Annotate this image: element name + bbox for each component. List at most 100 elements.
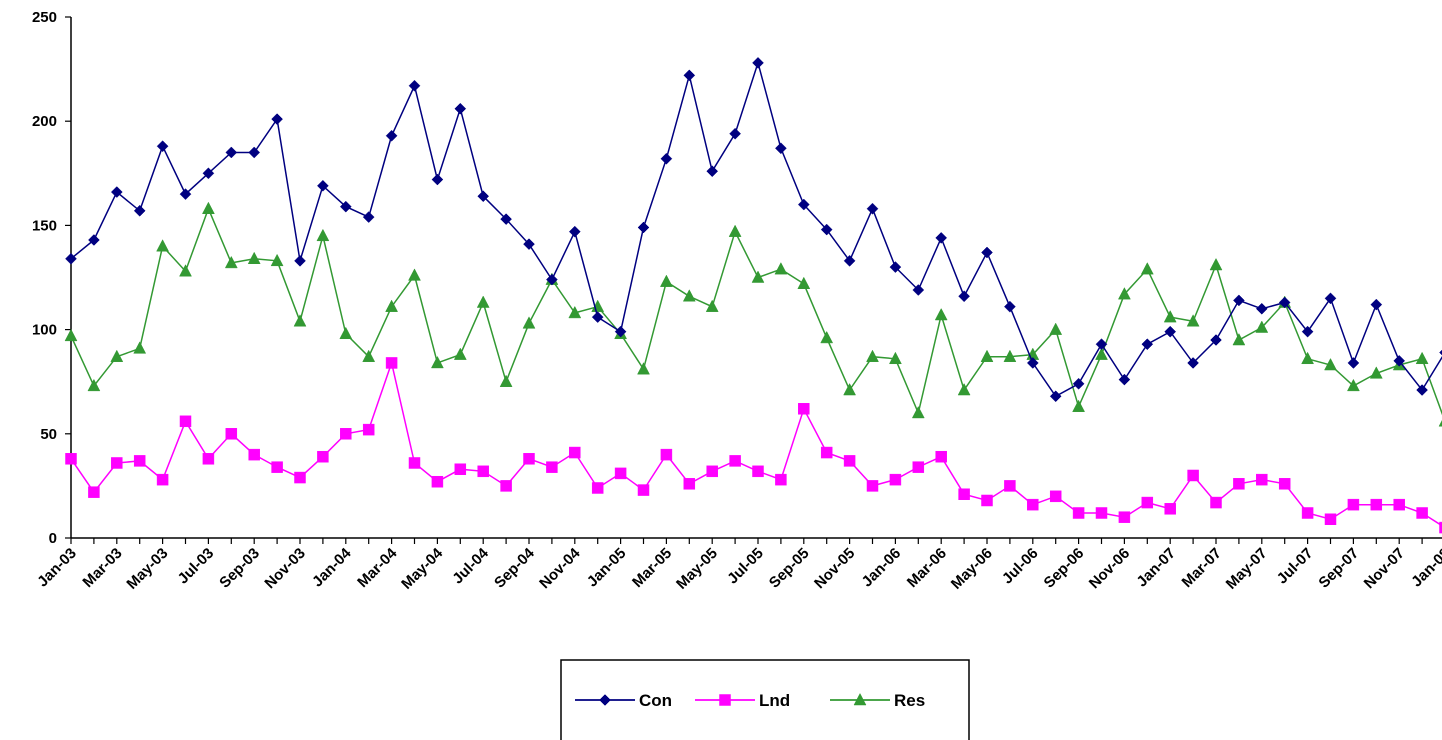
data-point-lnd (1233, 478, 1245, 490)
data-point-res (385, 299, 399, 312)
data-point-res (820, 330, 834, 344)
x-tick-label: May-07 (1223, 545, 1271, 593)
data-point-con (546, 273, 558, 286)
data-point-con (1164, 325, 1177, 338)
x-tick-label: Mar-04 (354, 544, 401, 591)
data-point-lnd (798, 403, 810, 415)
y-tick-label: 50 (40, 426, 57, 443)
x-tick-label: Nov-07 (1361, 545, 1408, 592)
data-point-con (156, 140, 169, 153)
data-point-lnd (775, 473, 787, 486)
data-point-res (1346, 378, 1360, 392)
series-line-lnd (70, 360, 1442, 527)
series-line-res (70, 206, 1442, 416)
x-tick-label: Jul-03 (175, 545, 218, 588)
x-tick-label: Nov-04 (536, 544, 584, 592)
data-point-res (797, 276, 811, 290)
legend-label-lnd: Lnd (759, 691, 790, 710)
data-point-con (202, 167, 215, 180)
data-point-lnd (477, 465, 489, 478)
data-point-con (1255, 302, 1268, 315)
data-point-con (431, 173, 444, 186)
x-tick-label: Jul-06 (999, 545, 1042, 588)
data-point-lnd (752, 465, 764, 478)
data-point-con (500, 213, 512, 226)
data-point-lnd (271, 461, 283, 473)
data-point-res (316, 228, 330, 242)
data-point-con (889, 261, 902, 273)
data-point-lnd (1004, 480, 1016, 492)
data-point-lnd (569, 446, 581, 459)
data-point-res (1301, 351, 1315, 365)
data-point-con (1370, 298, 1383, 311)
legend-label-con: Con (639, 691, 672, 710)
data-point-con (1233, 294, 1245, 307)
data-point-lnd (912, 461, 925, 473)
data-point-con (1439, 349, 1442, 356)
x-tick-label: Sep-06 (1041, 545, 1088, 592)
legend-item-lnd: Lnd (695, 691, 790, 710)
legend-swatch-marker-res (853, 692, 867, 706)
data-point-res (133, 341, 147, 354)
data-point-lnd (1301, 507, 1314, 519)
x-tick-label: Jan-08 (1408, 545, 1442, 591)
data-point-con (843, 254, 856, 267)
data-point-con (706, 165, 719, 178)
data-point-res (64, 328, 78, 342)
data-point-con (454, 102, 467, 115)
data-point-con (294, 254, 306, 267)
data-point-lnd (248, 448, 260, 461)
data-point-con (385, 129, 398, 142)
data-point-res (705, 299, 719, 312)
series-con (65, 56, 1442, 403)
data-point-res (888, 351, 902, 365)
data-point-res (911, 405, 925, 419)
data-point-con (637, 221, 650, 234)
data-point-res (201, 201, 215, 214)
data-point-lnd (820, 446, 833, 459)
x-tick-label: Nov-03 (261, 545, 308, 592)
data-point-lnd (225, 428, 238, 440)
data-point-res (774, 262, 788, 275)
data-point-lnd (591, 482, 604, 494)
x-tick-label: May-03 (123, 545, 171, 593)
data-point-con (1187, 357, 1199, 369)
data-point-res (224, 255, 238, 269)
data-point-con (477, 190, 490, 203)
data-point-res (408, 268, 421, 281)
data-point-con (752, 56, 764, 69)
data-point-con (935, 232, 948, 244)
data-point-con (317, 179, 329, 192)
data-point-con (248, 146, 261, 159)
data-point-con (1278, 296, 1291, 309)
data-point-con (660, 152, 673, 165)
data-point-res (430, 355, 444, 369)
data-point-lnd (1278, 478, 1291, 490)
data-point-res (682, 289, 696, 302)
x-tick-label: Sep-04 (491, 544, 538, 591)
data-point-res (980, 349, 994, 362)
data-point-res (1003, 349, 1017, 362)
data-point-con (797, 198, 810, 211)
data-point-con (1416, 384, 1428, 396)
data-point-res (1049, 322, 1063, 335)
data-point-res (476, 295, 490, 308)
data-point-lnd (981, 494, 993, 507)
data-point-lnd (889, 473, 902, 486)
data-point-con (88, 234, 100, 246)
data-point-lnd (1210, 496, 1222, 509)
data-point-con (1118, 373, 1131, 386)
data-point-lnd (408, 457, 421, 469)
data-point-res (1369, 366, 1383, 379)
x-tick-label: Jan-06 (859, 545, 905, 591)
data-point-res (87, 378, 101, 392)
y-tick-label: 150 (32, 217, 57, 234)
data-point-lnd (1416, 507, 1428, 519)
series-line-con (70, 60, 1442, 398)
data-point-con (1141, 338, 1154, 351)
data-point-res (957, 382, 971, 396)
data-point-res (1140, 262, 1154, 275)
data-point-lnd (385, 357, 398, 369)
data-point-res (934, 307, 948, 321)
data-point-res (1324, 357, 1337, 371)
